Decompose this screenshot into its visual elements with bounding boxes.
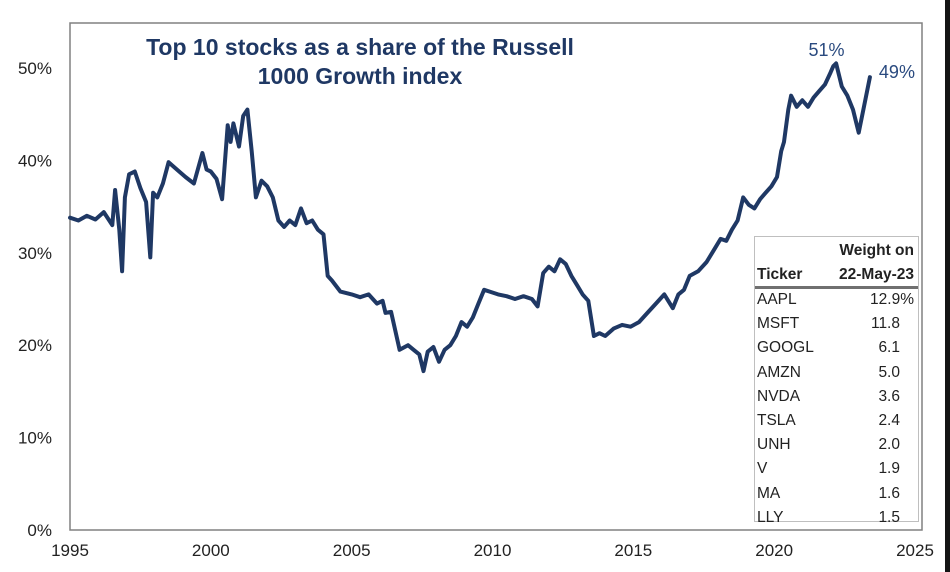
chart-title-line-2: 1000 Growth index [258,63,463,89]
ticker-cell: V [757,460,768,478]
y-tick-label: 40% [18,151,52,170]
y-tick-label: 10% [18,429,52,448]
table-row: MA 1.6 [755,483,918,507]
table-row: AAPL 12.9% [755,289,918,313]
y-tick-label: 30% [18,244,52,263]
weight-cell: 1.9 [878,460,900,478]
weight-cell: 1.5 [878,508,900,526]
y-tick-label: 20% [18,336,52,355]
x-tick-label: 2005 [333,541,371,560]
ticker-cell: NVDA [757,387,801,405]
y-axis-ticks: 0% 10% 20% 30% 40% 50% [18,59,52,540]
ticker-cell: MSFT [757,315,800,333]
weight-cell: 3.6 [878,387,900,405]
ticker-cell: TSLA [757,411,796,429]
x-axis-ticks: 1995 2000 2005 2010 2015 2020 2025 [51,541,934,560]
window-edge [945,0,950,572]
table-row: LLY 1.5 [755,507,918,531]
table-header-ticker: Ticker [757,266,803,283]
y-tick-label: 0% [27,521,52,540]
table-row: NVDA 3.6 [755,386,918,410]
ticker-cell: GOOGL [757,339,814,357]
weight-cell: 11.8 [870,315,900,333]
weight-cell: 1.6 [878,484,900,502]
weight-cell: 6.1 [878,339,900,357]
plot-frame [69,22,923,531]
weights-table-header: Weight on Ticker 22-May-23 [755,237,918,289]
ticker-cell: AAPL [757,291,797,308]
x-tick-label: 2015 [614,541,652,560]
annotations: 51% 49% [808,40,914,82]
data-label: 51% [808,40,844,60]
table-row: GOOGL 6.1 [755,337,918,361]
weight-cell: 12.9% [870,291,914,308]
y-tick-label: 50% [18,59,52,78]
data-label: 49% [879,62,915,82]
ticker-cell: UNH [757,436,791,454]
weight-cell: 5.0 [878,363,900,381]
chart-title-line-1: Top 10 stocks as a share of the Russell [146,34,574,60]
ticker-cell: LLY [757,508,784,526]
weight-cell: 2.0 [878,436,900,454]
series-group [68,61,872,374]
weights-table: Weight on Ticker 22-May-23 AAPL 12.9% MSFT… [754,236,919,526]
weight-cell: 2.4 [878,411,900,429]
table-row: MSFT 11.8 [755,313,918,337]
x-tick-label: 2000 [192,541,230,560]
weights-table-body: AAPL 12.9% MSFT 11.8 GOOGL 6.1 AMZN 5.0 NVDA 3.6 T… [755,289,918,531]
table-header-weight-on: Weight on [839,242,914,259]
ticker-cell: MA [757,484,781,502]
table-row: TSLA 2.4 [755,410,918,434]
table-header-date: 22-May-23 [839,266,914,283]
ticker-cell: AMZN [757,363,801,381]
x-tick-label: 2010 [474,541,512,560]
x-tick-label: 2025 [896,541,934,560]
series-line [68,61,872,374]
x-tick-label: 2020 [755,541,793,560]
table-row: UNH 2.0 [755,434,918,458]
table-row: AMZN 5.0 [755,362,918,386]
table-row: V 1.9 [755,458,918,482]
x-tick-label: 1995 [51,541,89,560]
